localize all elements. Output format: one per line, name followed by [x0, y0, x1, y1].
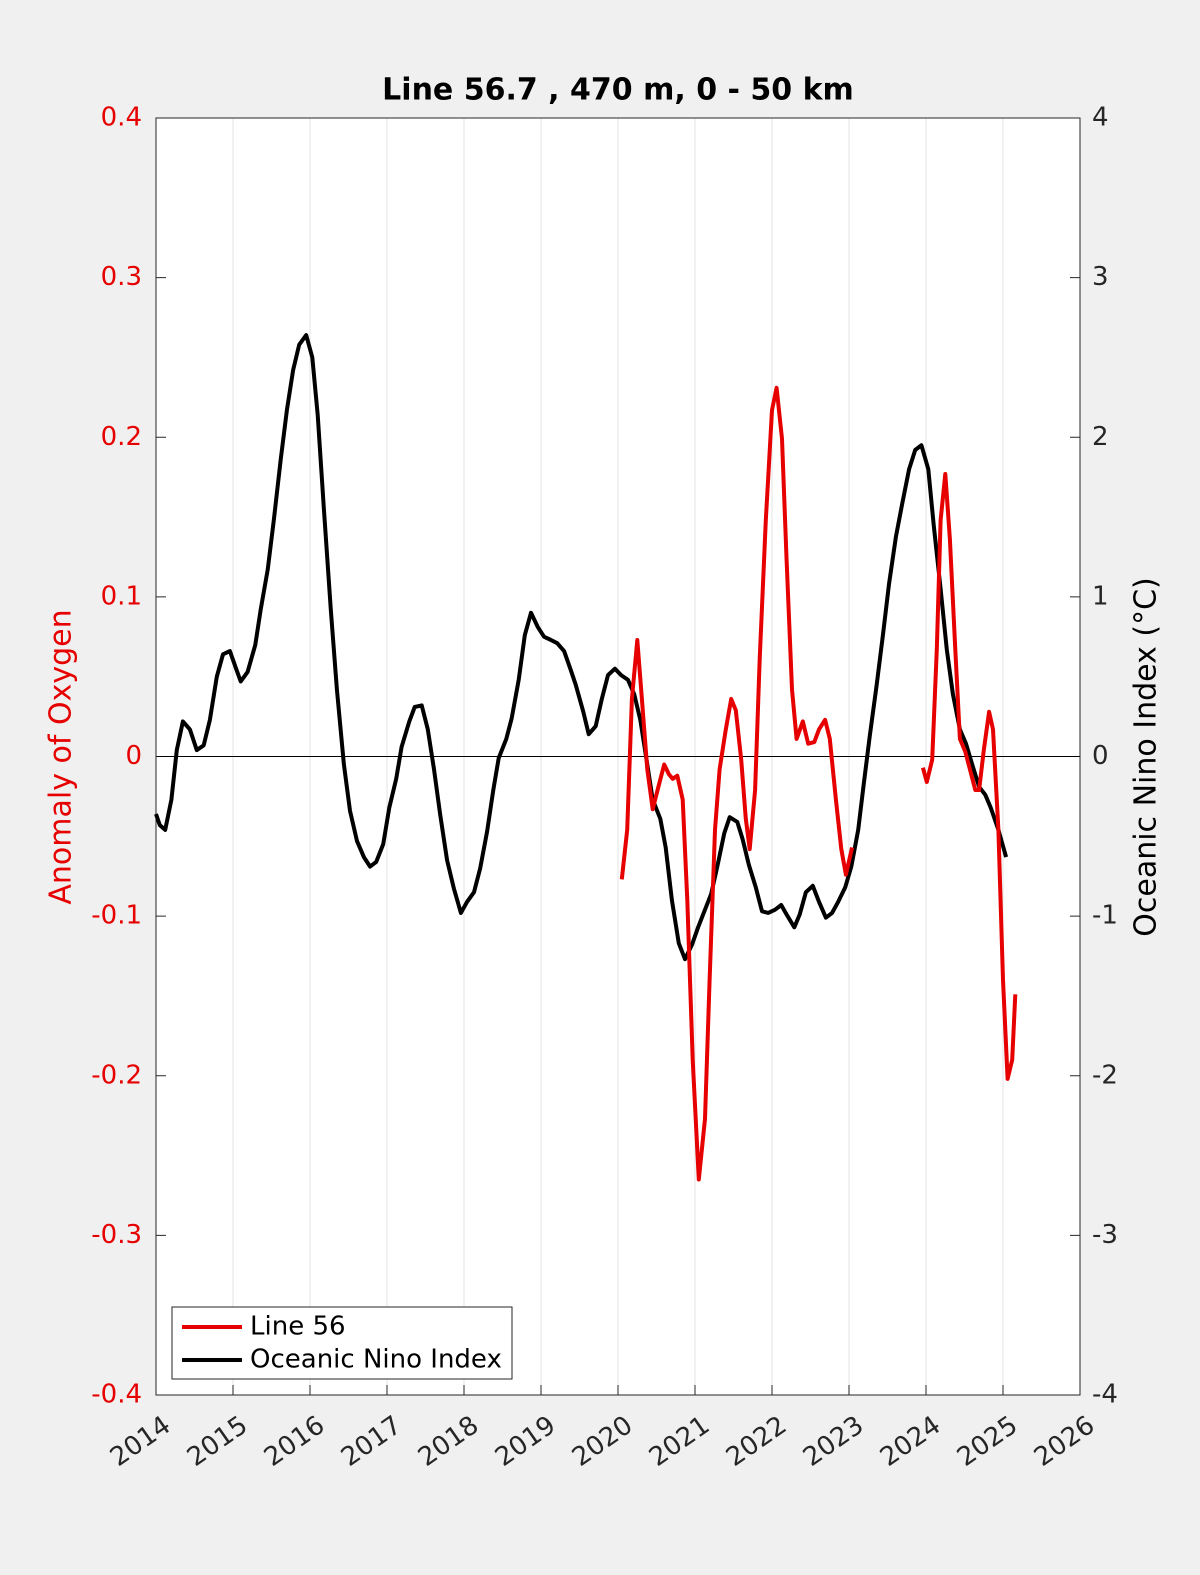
series-line: [154, 333, 1009, 962]
x-tick-label: 2014: [105, 1410, 176, 1473]
y-tick-label: -0.1: [91, 901, 142, 931]
legend-label: Oceanic Nino Index: [250, 1345, 502, 1375]
y2-tick-label: 2: [1092, 422, 1109, 452]
x-tick-label: 2022: [721, 1410, 792, 1473]
legend-box: [171, 1306, 513, 1380]
y-tick-label: 0.1: [101, 581, 142, 611]
y-tick-label: 0.2: [101, 422, 142, 452]
x-tick-label: 2015: [182, 1410, 253, 1473]
y-tick-label: -0.2: [91, 1060, 142, 1090]
x-tick-label: 2017: [336, 1410, 407, 1473]
x-tick-label: 2018: [413, 1410, 484, 1473]
axes-box: [155, 117, 1081, 1396]
chart-title: Line 56.7 , 470 m, 0 - 50 km: [382, 73, 854, 108]
y2-tick-label: 1: [1092, 581, 1109, 611]
y-tick-label: 0.3: [101, 262, 142, 292]
y-tick-label: 0: [125, 741, 142, 771]
x-tick-label: 2024: [875, 1410, 946, 1473]
y-tick-label: -0.4: [91, 1380, 142, 1410]
x-tick-label: 2021: [644, 1410, 715, 1473]
y-tick-label: -0.3: [91, 1220, 142, 1250]
x-tick-label: 2023: [798, 1410, 869, 1473]
x-tick-label: 2020: [567, 1410, 638, 1473]
y2-tick-label: -4: [1092, 1380, 1118, 1410]
x-tick-label: 2019: [490, 1410, 561, 1473]
y2-tick-label: 3: [1092, 262, 1109, 292]
y2-tick-label: -3: [1092, 1220, 1118, 1250]
y2-tick-label: 4: [1092, 103, 1109, 133]
x-tick-label: 2025: [952, 1410, 1023, 1473]
legend-label: Line 56: [250, 1312, 346, 1342]
x-tick-label: 2016: [259, 1410, 330, 1473]
y2-tick-label: -1: [1092, 901, 1118, 931]
y-tick-label: 0.4: [101, 103, 142, 133]
series-line: [619, 385, 1018, 1182]
y2-axis-label: Oceanic Nino Index (°C): [1129, 577, 1164, 937]
x-tick-label: 2026: [1029, 1410, 1100, 1473]
y2-tick-label: 0: [1092, 741, 1109, 771]
y-axis-label: Anomaly of Oxygen: [44, 609, 79, 904]
y2-tick-label: -2: [1092, 1060, 1118, 1090]
